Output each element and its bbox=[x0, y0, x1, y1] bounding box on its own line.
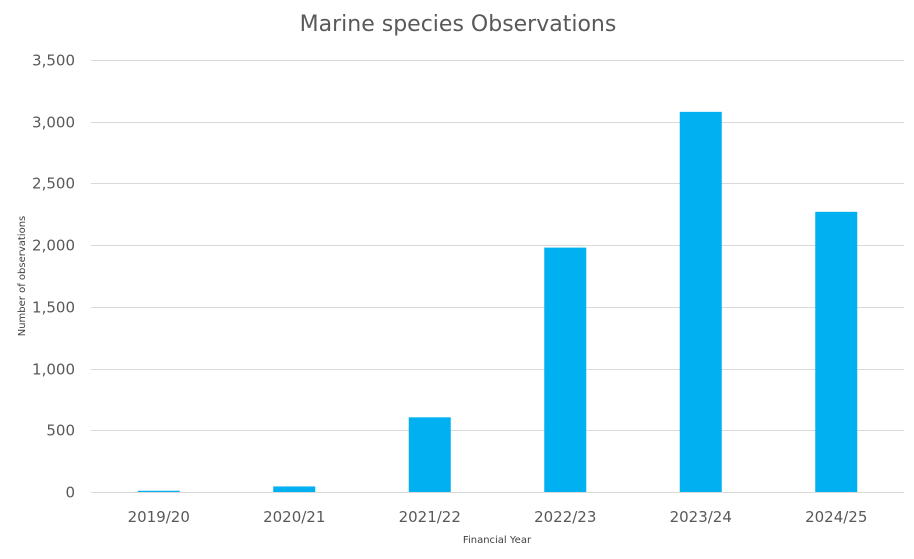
y-tick-label: 2,000 bbox=[32, 237, 75, 255]
x-tick-label: 2024/25 bbox=[805, 508, 867, 526]
y-tick-label: 500 bbox=[46, 422, 75, 440]
x-tick-label: 2020/21 bbox=[263, 508, 325, 526]
bar-2022-23 bbox=[544, 247, 587, 492]
x-tick-label: 2022/23 bbox=[534, 508, 596, 526]
x-tick-label: 2019/20 bbox=[128, 508, 190, 526]
gridlines bbox=[91, 60, 904, 493]
bar-2024-25 bbox=[815, 211, 858, 492]
x-axis-title: Financial Year bbox=[463, 535, 532, 546]
bars bbox=[137, 111, 858, 492]
y-tick-label: 3,000 bbox=[32, 114, 75, 132]
bar-2020-21 bbox=[273, 486, 316, 492]
x-tick-label: 2021/22 bbox=[399, 508, 461, 526]
y-tick-label: 0 bbox=[65, 484, 75, 502]
bar-2019-20 bbox=[137, 490, 180, 492]
y-tick-label: 2,500 bbox=[32, 175, 75, 193]
x-tick-label: 2023/24 bbox=[670, 508, 732, 526]
y-tick-label: 3,500 bbox=[32, 52, 75, 70]
y-tick-label: 1,000 bbox=[32, 361, 75, 379]
y-tick-label: 1,500 bbox=[32, 299, 75, 317]
bar-2023-24 bbox=[679, 111, 722, 492]
x-axis-tick-labels: 2019/20 2020/21 2021/22 2022/23 2023/24 2024/… bbox=[128, 508, 868, 526]
chart-title: Marine species Observations bbox=[300, 12, 617, 37]
y-axis-tick-labels: 0 500 1,000 1,500 2,000 2,500 3,000 3,500 bbox=[32, 52, 75, 502]
bar-2021-22 bbox=[408, 417, 451, 492]
y-axis-title: Number of observations bbox=[17, 216, 28, 337]
